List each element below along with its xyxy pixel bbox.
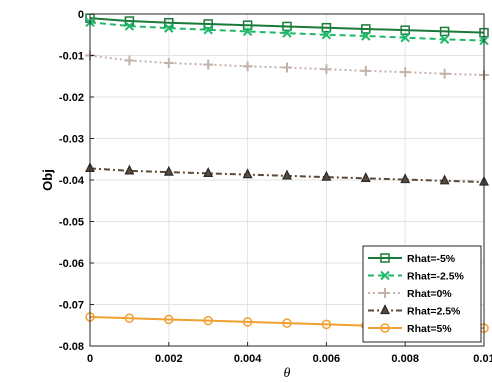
- legend: Rhat=-5% Rhat=-2.5% Rhat=0% Rhat=2.5% Rhat=5…: [362, 245, 482, 343]
- data-point: [124, 21, 135, 31]
- data-point: [203, 59, 214, 70]
- data-point: [203, 25, 213, 35]
- y-tick-label: 0: [78, 9, 84, 21]
- y-tick-label: -0.01: [59, 51, 84, 63]
- data-point: [400, 32, 410, 43]
- data-point: [203, 19, 213, 29]
- x-tick-label: 0: [87, 353, 93, 365]
- y-tick-label: -0.08: [59, 341, 84, 353]
- data-point: [163, 57, 174, 68]
- data-point: [321, 30, 332, 40]
- y-axis-ticks: 0 -0.01 -0.02 -0.03 -0.04 -0.05 -0.06 -0.07 -0.0…: [59, 9, 94, 353]
- legend-marker: [380, 304, 390, 315]
- data-point: [124, 164, 135, 175]
- data-point: [439, 26, 450, 37]
- data-point: [203, 315, 213, 326]
- data-point: [321, 64, 332, 75]
- data-point: [203, 167, 214, 177]
- data-point: [282, 169, 292, 180]
- legend-label: Rhat=-5%: [407, 253, 456, 265]
- data-point: [164, 314, 174, 325]
- data-point: [400, 173, 411, 184]
- data-point: [124, 55, 135, 66]
- data-point: [439, 68, 450, 79]
- legend-marker: [380, 253, 390, 263]
- legend-marker: [380, 270, 390, 281]
- x-axis-ticks: 0 0.002 0.004 0.006 0.008 0.01: [87, 342, 492, 365]
- series-1: [85, 17, 489, 46]
- data-point: [360, 65, 371, 76]
- legend-marker: [380, 288, 390, 298]
- y-tick-label: -0.06: [59, 258, 84, 270]
- data-point: [242, 20, 253, 30]
- data-point: [321, 319, 332, 330]
- x-tick-label: 0.004: [234, 353, 262, 365]
- data-point: [360, 171, 371, 182]
- data-point: [242, 168, 253, 179]
- legend-marker: [380, 323, 390, 333]
- data-point: [361, 31, 371, 41]
- legend-label: Rhat=0%: [407, 288, 452, 300]
- data-point: [400, 25, 410, 35]
- series-line: [89, 21, 485, 42]
- data-point: [164, 23, 174, 33]
- series-3: [85, 162, 489, 186]
- y-tick-label: -0.07: [59, 300, 84, 312]
- data-point: [439, 174, 450, 185]
- y-tick-label: -0.02: [59, 92, 84, 104]
- data-point: [282, 318, 292, 328]
- data-point: [282, 28, 292, 38]
- y-tick-label: -0.05: [59, 217, 84, 229]
- y-axis-label: Obj: [40, 169, 55, 191]
- series-line: [89, 17, 485, 34]
- legend-label: Rhat=5%: [407, 323, 452, 335]
- x-axis-label: θ: [284, 366, 291, 381]
- legend-label: Rhat=2.5%: [407, 306, 461, 318]
- data-point: [242, 26, 253, 37]
- series-line: [89, 54, 485, 77]
- legend-label: Rhat=-2.5%: [407, 271, 465, 283]
- data-point: [282, 62, 292, 73]
- data-point: [163, 165, 174, 176]
- x-tick-label: 0.002: [155, 353, 183, 365]
- data-point: [242, 317, 253, 327]
- data-point: [124, 313, 135, 323]
- x-tick-label: 0.01: [473, 353, 492, 365]
- x-tick-label: 0.008: [391, 353, 419, 365]
- data-point: [439, 34, 450, 45]
- data-point: [361, 24, 371, 34]
- data-point: [321, 170, 332, 181]
- data-point: [282, 21, 292, 32]
- data-point: [321, 22, 332, 33]
- y-tick-label: -0.04: [59, 175, 85, 187]
- y-tick-label: -0.03: [59, 134, 84, 146]
- data-point: [242, 61, 253, 72]
- data-point: [400, 67, 411, 78]
- x-tick-label: 0.006: [313, 353, 341, 365]
